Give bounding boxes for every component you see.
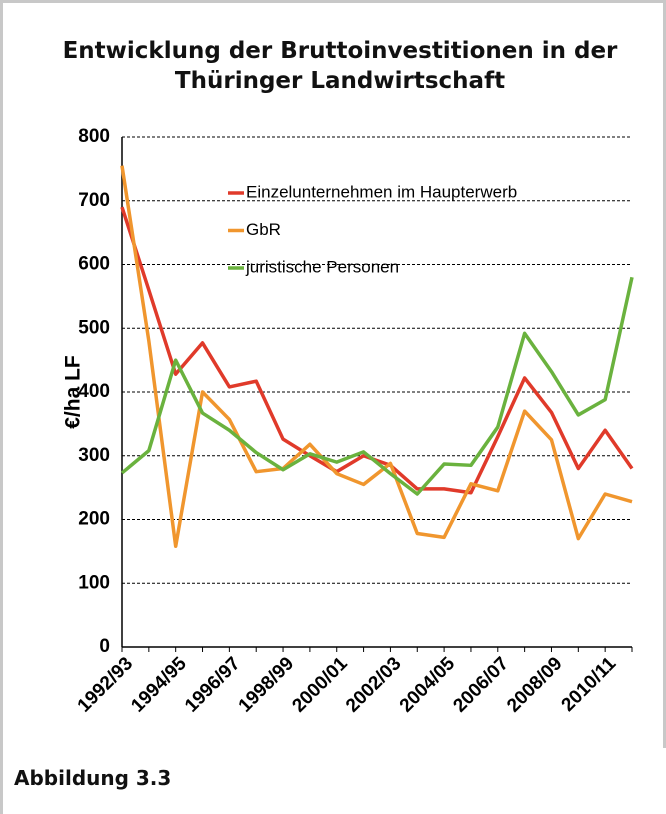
y-tick-label: 300	[78, 445, 110, 466]
caption: Abbildung 3.3	[14, 766, 172, 790]
x-tick-label: 1998/99	[235, 653, 298, 716]
y-tick-label: 500	[78, 317, 110, 338]
x-tick-label: 2002/03	[342, 653, 405, 716]
chart-title: Entwicklung der Bruttoinvestitionen in d…	[62, 38, 618, 94]
x-tick-label: 2008/09	[503, 653, 566, 716]
x-tick-label: 1994/95	[127, 653, 191, 717]
legend-label: juristische Personen	[245, 257, 399, 276]
y-tick-label: 800	[78, 126, 110, 147]
y-tick-label: 600	[78, 254, 110, 275]
y-tick-label: 0	[99, 636, 110, 657]
y-tick-label: 200	[78, 509, 110, 530]
frame-line	[0, 745, 3, 814]
x-tick-label: 2004/05	[396, 653, 460, 717]
x-tick-label: 2010/11	[558, 653, 621, 716]
y-axis-label: €/ha LF	[62, 355, 85, 429]
frame	[0, 0, 666, 748]
x-tick-label: 2000/01	[288, 653, 352, 717]
y-tick-label: 100	[78, 572, 110, 593]
legend-label: GbR	[246, 220, 281, 239]
y-tick-label: 400	[78, 381, 110, 402]
legend-label: Einzelunternehmen im Haupterwerb	[246, 182, 517, 201]
series-line	[120, 165, 633, 549]
x-tick-label: 1992/93	[74, 653, 137, 716]
x-tick-label: 2006/07	[449, 653, 512, 716]
series-line	[120, 276, 634, 496]
x-tick-label: 1996/97	[181, 653, 244, 716]
y-tick-label: 700	[78, 190, 110, 211]
